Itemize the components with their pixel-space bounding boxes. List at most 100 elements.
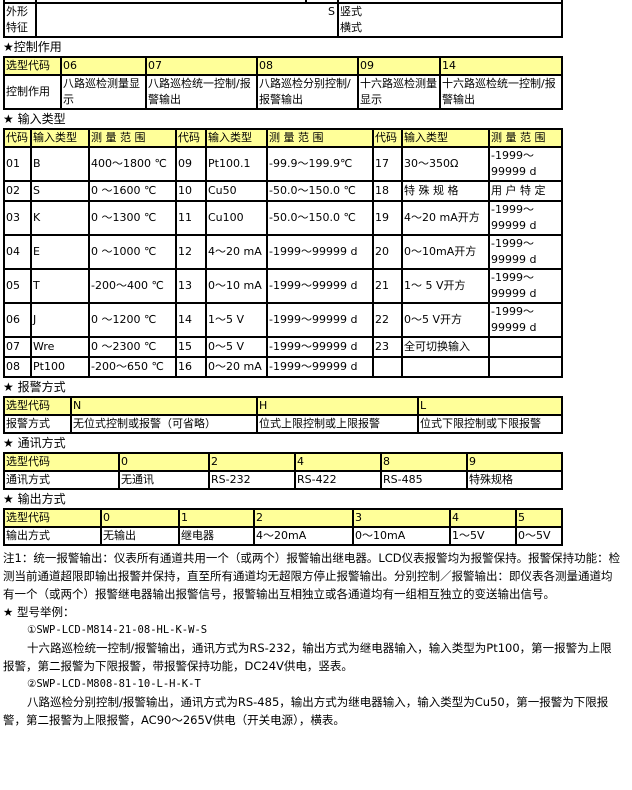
cell: 09 — [357, 56, 441, 76]
cell: 08 — [256, 56, 359, 76]
cell: RS-422 — [294, 470, 382, 490]
cell: 20 — [372, 234, 403, 270]
table-row: 02 S 0 ～1600 ℃ 10 Cu50 -50.0～150.0 ℃ 18 特 殊 规 格… — [3, 180, 563, 202]
cell: 07 — [3, 336, 32, 358]
cell: 十六路巡检统一控制/报警输出 — [439, 74, 563, 110]
cell: 05 — [3, 268, 32, 304]
cell: 选型代码 — [3, 452, 120, 472]
cell: 4～20 mA开方 — [401, 200, 490, 236]
cell: 代码 — [372, 128, 403, 148]
example-2-desc: 八路巡检分别控制/报警输出，通讯方式为RS-485，输出方式为继电器输入，输入类… — [3, 695, 609, 727]
example-2-model: ②SWP-LCD-M808-81-10-L-H-K-T — [27, 678, 201, 690]
cell: 4～20 mA — [205, 234, 268, 270]
cell: RS-485 — [380, 470, 468, 490]
cell — [488, 356, 563, 378]
cell: 11 — [175, 200, 207, 236]
cell: 输入类型 — [205, 128, 268, 148]
cell: 输入类型 — [401, 128, 490, 148]
examples-title: ★ 型号举例： — [3, 605, 75, 619]
cell: 无通讯 — [118, 470, 210, 490]
cell: 八路巡检统一控制/报警输出 — [145, 74, 258, 110]
cell: 30～350Ω — [401, 146, 490, 182]
cell: 0～10mA开方 — [401, 234, 490, 270]
cell: 无位式控制或报警（可省略） — [70, 414, 258, 434]
cell: 用 户 特 定 — [488, 180, 563, 202]
cell: 测 量 范 围 — [266, 128, 374, 148]
cell: 选型代码 — [3, 396, 72, 416]
cell — [488, 336, 563, 358]
cell: 十六路巡检测量显示 — [357, 74, 441, 110]
cell: Wre — [30, 336, 90, 358]
cell: -50.0～150.0 ℃ — [266, 200, 374, 236]
cell: B — [30, 146, 90, 182]
cell: J — [30, 302, 90, 338]
cell: 1～5V — [449, 526, 517, 546]
control-title: ★控制作用 — [3, 40, 62, 54]
cell: 03 — [3, 200, 32, 236]
cell: 07 — [145, 56, 258, 76]
table-row: 05 T -200～400 ℃ 13 0～10 mA -1999～99999 d 21 1～ … — [3, 268, 563, 304]
cell: 选型代码 — [3, 508, 102, 528]
cell: H — [256, 396, 419, 416]
cell: 特殊规格 — [466, 470, 563, 490]
cell: -1999～ 99999 d — [488, 302, 563, 338]
cell: 0 ～1300 ℃ — [88, 200, 177, 236]
cell: -1999～ 99999 d — [488, 146, 563, 182]
cell: 0 ～1200 ℃ — [88, 302, 177, 338]
cell: 八路巡检分别控制/报警输出 — [256, 74, 359, 110]
input-title: ★ 输入类型 — [3, 112, 66, 126]
cell: 0 ～1000 ℃ — [88, 234, 177, 270]
cell: 1～5 V — [205, 302, 268, 338]
example-1-model: ①SWP-LCD-M814-21-08-HL-K-W-S — [27, 624, 208, 636]
cell: 01 — [3, 146, 32, 182]
cell: RS-232 — [208, 470, 296, 490]
cell: L — [417, 396, 563, 416]
cell: 2 — [253, 508, 354, 528]
cell: 1～ 5 V开方 — [401, 268, 490, 304]
cell: 14 — [175, 302, 207, 338]
cell: -1999～99999 d — [266, 268, 374, 304]
cell: -200～650 ℃ — [88, 356, 177, 378]
cell: 选型代码 — [3, 56, 62, 76]
cell: 无输出 — [100, 526, 180, 546]
cell: S — [30, 180, 90, 202]
cell: -1999～99999 d — [266, 234, 374, 270]
cell: 400～1800 ℃ — [88, 146, 177, 182]
shape-option-horizontal: 横式 — [340, 21, 362, 34]
cell: 09 — [175, 146, 207, 182]
cell: 9 — [466, 452, 563, 472]
cell: 通讯方式 — [3, 470, 120, 490]
note-text: 注1：统一报警输出：仪表所有通道共用一个（或两个）报警输出继电器。LCD仪表报警… — [3, 551, 621, 601]
cell: -1999～ 99999 d — [488, 234, 563, 270]
table-row: 08 Pt100 -200～650 ℃ 16 0～20 mA -1999～99999 d — [3, 356, 563, 378]
cell: 报警方式 — [3, 414, 72, 434]
cell: -50.0～150.0 ℃ — [266, 180, 374, 202]
cell: 14 — [439, 56, 563, 76]
control-table: 选型代码 06 07 08 09 14 控制作用 八路巡检测量显示 八路巡检统一控制/报警输出八… — [3, 56, 632, 110]
cell: 4～20mA — [253, 526, 354, 546]
cell: Pt100.1 — [205, 146, 268, 182]
shape-code: S — [35, 2, 339, 38]
cell: 控制作用 — [3, 74, 62, 110]
comm-table: 选型代码 0 2 4 8 9 通讯方式 无通讯 RS-232 RS-422 RS-485 特殊规格 — [3, 452, 632, 490]
cell: 0～5 V开方 — [401, 302, 490, 338]
cell: 06 — [60, 56, 147, 76]
cell: 输出方式 — [3, 526, 102, 546]
cell: 08 — [3, 356, 32, 378]
shape-table: 外形特征 S 竖式 横式 — [3, 0, 632, 38]
cell — [401, 356, 490, 378]
table-row: 06 J 0 ～1200 ℃ 14 1～5 V -1999～99999 d 22 0～5 V开… — [3, 302, 563, 338]
cell: -1999～ 99999 d — [488, 200, 563, 236]
alarm-table: 选型代码 N H L 报警方式 无位式控制或报警（可省略） 位式上限控制或上限报警 位式下限控… — [3, 396, 632, 434]
cell: 0～5V — [515, 526, 563, 546]
cell: 12 — [175, 234, 207, 270]
cell: 13 — [175, 268, 207, 304]
cell: -99.9～199.9℃ — [266, 146, 374, 182]
cell: -1999～99999 d — [266, 302, 374, 338]
cell: 21 — [372, 268, 403, 304]
cell: 04 — [3, 234, 32, 270]
cell: 0 — [100, 508, 180, 528]
cell: 0～10 mA — [205, 268, 268, 304]
cell: 4 — [294, 452, 382, 472]
cell: Cu50 — [205, 180, 268, 202]
